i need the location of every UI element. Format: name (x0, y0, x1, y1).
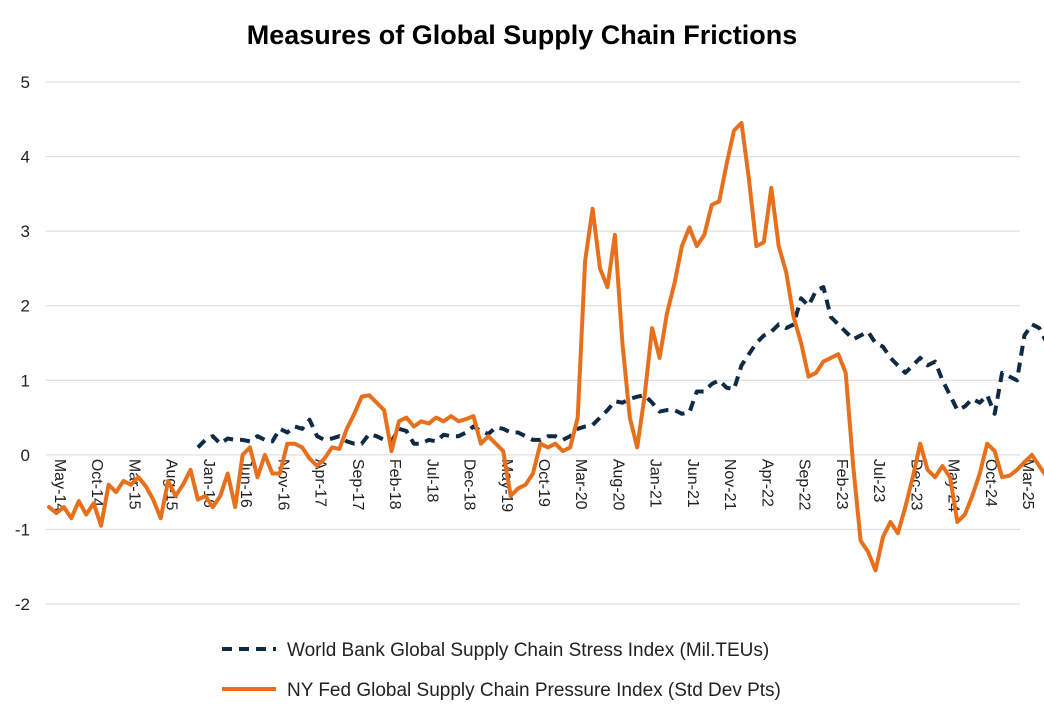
y-tick-label: -1 (15, 520, 30, 539)
x-tick-label: Dec-18 (461, 459, 478, 511)
legend-label-worldbank: World Bank Global Supply Chain Stress In… (287, 640, 769, 661)
x-tick-label: Sep-22 (796, 459, 813, 511)
legend-label-nyfed: NY Fed Global Supply Chain Pressure Inde… (287, 680, 781, 701)
x-tick-label: Jan-21 (647, 459, 664, 508)
y-tick-label: 3 (21, 222, 30, 241)
x-tick-label: Apr-17 (312, 459, 329, 507)
x-tick-label: May-14 (51, 459, 68, 512)
x-tick-label: Sep-17 (349, 459, 366, 511)
x-tick-label: Feb-23 (833, 459, 850, 510)
x-tick-label: Oct-14 (88, 459, 105, 507)
x-tick-label: Dec-23 (907, 459, 924, 511)
chart-title: Measures of Global Supply Chain Friction… (246, 20, 798, 50)
x-tick-label: Aug-20 (609, 459, 626, 511)
x-tick-label: Mar-20 (572, 459, 589, 510)
x-tick-label: Jun-21 (684, 459, 701, 508)
x-tick-label: Jul-23 (870, 459, 887, 503)
x-tick-label: Feb-18 (386, 459, 403, 510)
x-tick-label: Mar-25 (1019, 459, 1036, 510)
x-tick-label: Oct-19 (535, 459, 552, 507)
legend: World Bank Global Supply Chain Stress In… (222, 640, 781, 701)
x-tick-label: May-19 (498, 459, 515, 512)
y-tick-label: 4 (21, 148, 30, 167)
y-tick-label: 0 (21, 446, 30, 465)
y-axis-ticks: -2 -1 0 1 2 3 4 5 (15, 73, 30, 614)
x-tick-label: Apr-22 (758, 459, 775, 507)
series-line-nyfed (47, 121, 1044, 573)
x-tick-label: Oct-24 (982, 459, 999, 507)
legend-item-worldbank: World Bank Global Supply Chain Stress In… (222, 640, 769, 661)
y-tick-label: 5 (21, 73, 30, 92)
x-axis-ticks: May-14 Oct-14 Mar-15 Aug-15 Jan-16 Jun-16 Nov-… (51, 459, 1036, 512)
x-tick-label: Nov-21 (721, 459, 738, 511)
y-tick-label: 1 (21, 371, 30, 390)
series-lines (47, 121, 1044, 573)
gridlines (46, 81, 1020, 605)
y-tick-label: -2 (15, 595, 30, 614)
y-tick-label: 2 (21, 297, 30, 316)
x-tick-label: Jul-18 (423, 459, 440, 503)
legend-item-nyfed: NY Fed Global Supply Chain Pressure Inde… (222, 680, 781, 701)
